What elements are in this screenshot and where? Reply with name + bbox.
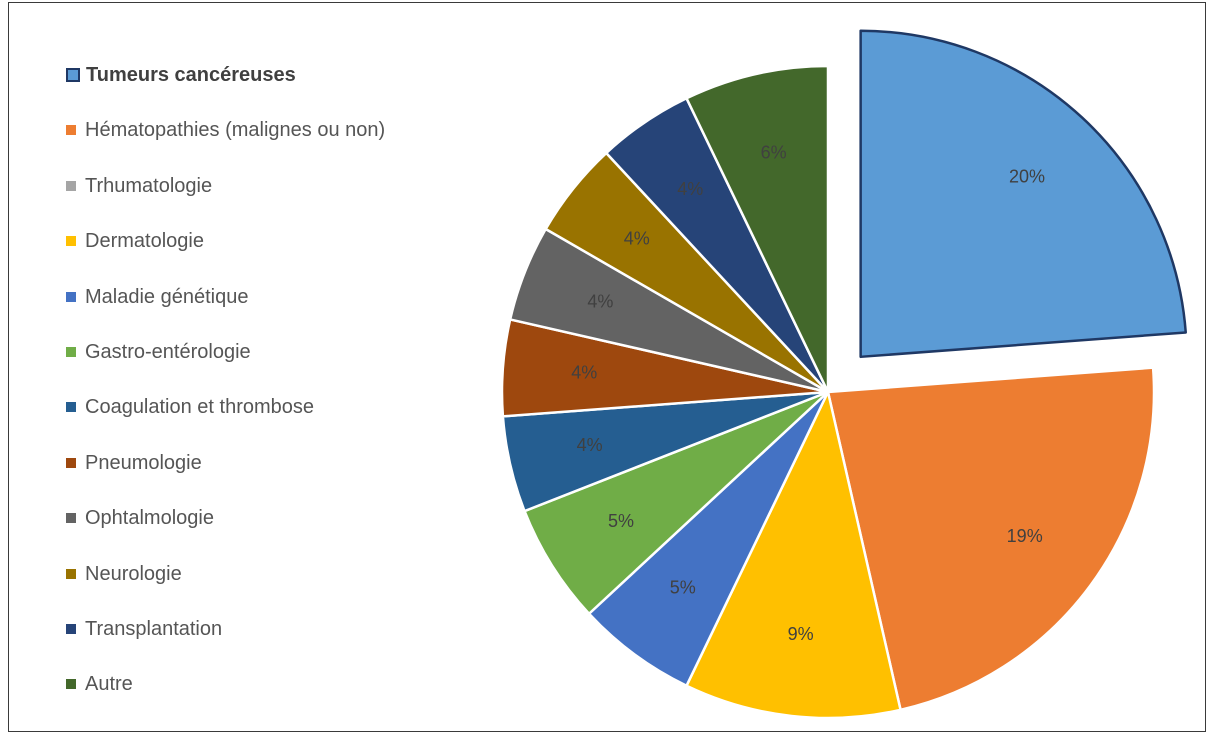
pie-slice[interactable] <box>523 390 830 615</box>
legend-swatch <box>66 402 76 413</box>
legend-swatch <box>66 180 76 191</box>
legend-item[interactable]: Pneumologie <box>66 451 466 506</box>
legend-label: Transplantation <box>85 617 223 640</box>
slice-data-label: 9% <box>788 624 814 644</box>
legend-swatch <box>66 68 80 82</box>
slice-data-label: 4% <box>624 228 650 248</box>
legend-swatch <box>66 236 76 247</box>
legend-label: Gastro-entérologie <box>85 340 251 363</box>
legend-item[interactable]: Trhumatologie <box>66 174 466 229</box>
legend-swatch <box>66 568 76 579</box>
legend-swatch <box>66 457 76 468</box>
legend-item[interactable]: Autre <box>66 672 466 727</box>
legend-item[interactable]: Gastro-entérologie <box>66 340 466 395</box>
legend-item[interactable]: Transplantation <box>66 617 466 672</box>
pie-slice[interactable] <box>685 390 902 720</box>
legend-label: Trhumatologie <box>85 174 213 197</box>
legend-label: Coagulation et thrombose <box>85 396 315 419</box>
legend-label: Ophtalmologie <box>85 507 214 530</box>
legend-label: Tumeurs cancéreuses <box>86 64 296 86</box>
legend-item[interactable]: Maladie génétique <box>66 285 466 340</box>
legend-swatch <box>66 125 76 136</box>
legend-item[interactable]: Tumeurs cancéreuses <box>66 63 466 118</box>
legend-item[interactable]: Ophtalmologie <box>66 506 466 561</box>
pie-slice[interactable] <box>826 366 1156 712</box>
pie-slice[interactable] <box>587 390 830 687</box>
legend-label: Autre <box>85 673 133 696</box>
pie-slice[interactable] <box>685 64 830 394</box>
slice-data-label: 4% <box>571 362 597 382</box>
slice-data-label: 6% <box>761 142 787 162</box>
legend-label: Pneumologie <box>85 451 202 474</box>
legend-label: Neurologie <box>85 562 182 585</box>
legend-item[interactable]: Coagulation et thrombose <box>66 395 466 450</box>
legend: Tumeurs cancéreuses Hématopathies (malign… <box>66 63 466 728</box>
legend-swatch <box>66 679 76 690</box>
legend-label: Maladie génétique <box>85 285 249 308</box>
slice-data-label: 4% <box>577 435 603 455</box>
slice-data-label: 19% <box>1007 526 1043 546</box>
pie-slice[interactable] <box>859 29 1187 359</box>
slice-data-label: 20% <box>1009 166 1045 186</box>
legend-item[interactable]: Neurologie <box>66 562 466 617</box>
legend-item[interactable]: Hématopathies (malignes ou non) <box>66 118 466 173</box>
slice-data-label: 5% <box>670 577 696 597</box>
legend-swatch <box>66 346 76 357</box>
slice-data-label: 5% <box>608 511 634 531</box>
legend-swatch <box>66 291 76 302</box>
legend-label: Dermatologie <box>85 230 204 253</box>
legend-swatch <box>66 623 76 634</box>
slice-data-label: 4% <box>677 179 703 199</box>
slice-data-label: 4% <box>587 291 613 311</box>
legend-item[interactable]: Dermatologie <box>66 229 466 284</box>
legend-label: Hématopathies (malignes ou non) <box>85 119 386 142</box>
legend-swatch <box>66 513 76 524</box>
